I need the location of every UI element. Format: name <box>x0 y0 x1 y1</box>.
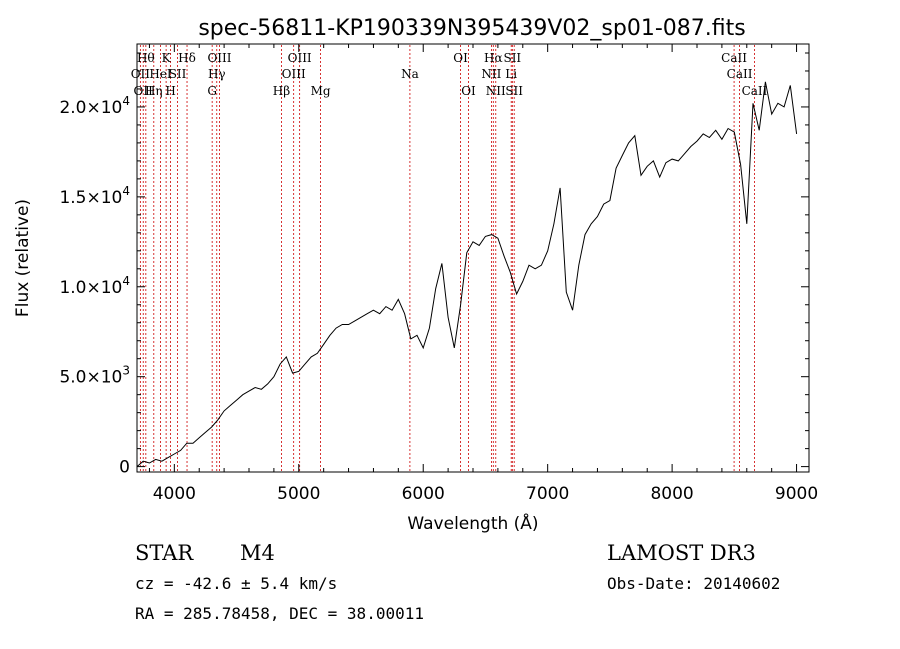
spectral-line-label: OI <box>461 84 476 98</box>
y-axis-ticks: 0 5.0×103 1.0×104 1.5×104 2.0×104 <box>59 52 809 478</box>
spectral-line-label: K <box>162 51 172 65</box>
spectral-line-label: NII <box>486 84 506 98</box>
spectral-line-label: Hη <box>145 84 163 98</box>
survey-name: LAMOST DR3 <box>607 541 756 565</box>
y-tick-label: 1.5×104 <box>59 184 130 208</box>
spectral-line-label: SII <box>505 84 523 98</box>
spectral-line-label: OIII <box>282 67 306 81</box>
x-tick-label: 5000 <box>277 484 320 504</box>
spectral-line-label: Na <box>401 67 419 81</box>
observation-date: Obs-Date: 20140602 <box>607 574 780 593</box>
x-axis-label: Wavelength (Å) <box>407 512 538 534</box>
y-tick-label: 1.0×104 <box>59 274 130 298</box>
chart-title: spec-56811-KP190339N395439V02_sp01-087.f… <box>198 16 745 41</box>
spectral-line-label: OII <box>134 84 154 98</box>
spectral-line-label: G <box>207 84 217 98</box>
object-class: STAR <box>135 541 194 565</box>
coordinates-info: RA = 285.78458, DEC = 38.00011 <box>135 604 424 623</box>
spectral-line-label: OI <box>453 51 468 65</box>
x-tick-label: 9000 <box>775 484 818 504</box>
spectral-line-label: Hθ <box>137 51 155 65</box>
spectral-line-label: SII <box>503 51 521 65</box>
spectral-line-label: Hδ <box>178 51 196 65</box>
spectral-line-label: Li <box>505 67 517 81</box>
x-tick-label: 7000 <box>526 484 569 504</box>
spectral-line-label: NII <box>481 67 501 81</box>
x-tick-label: 4000 <box>153 484 196 504</box>
object-subclass: M4 <box>240 541 275 565</box>
spectral-line-label: OIII <box>288 51 312 65</box>
spectral-line-label: SII <box>169 67 187 81</box>
spectral-line-label: HeI <box>149 67 172 81</box>
y-tick-label: 0 <box>119 458 130 478</box>
spectral-line-label: Hα <box>484 51 503 65</box>
x-axis-ticks: 4000 5000 6000 7000 8000 9000 <box>148 44 818 504</box>
spectral-line-labels: OII OII Hθ Hη HeI K H SII Hδ G Hγ OIII Hβ OIII OIII Mg N… <box>131 51 768 98</box>
spectral-line-label: OIII <box>207 51 231 65</box>
spectral-line-markers <box>139 45 755 472</box>
x-tick-label: 8000 <box>650 484 693 504</box>
spectrum-series-line <box>136 81 798 467</box>
spectral-line-label: CaII <box>727 67 753 81</box>
spectral-line-label: OII <box>131 67 151 81</box>
spectral-line-label: Mg <box>311 84 331 98</box>
spectral-line-label: CaII <box>742 84 768 98</box>
x-tick-label: 6000 <box>402 484 445 504</box>
y-axis-label: Flux (relative) <box>13 199 33 317</box>
spectral-line-label: Hγ <box>208 67 226 81</box>
spectral-line-label: H <box>165 84 175 98</box>
spectral-line-label: Hβ <box>273 84 290 98</box>
y-tick-label: 2.0×104 <box>59 94 130 118</box>
y-tick-label: 5.0×103 <box>59 364 130 388</box>
plot-frame <box>136 43 810 473</box>
spectral-line-label: CaII <box>721 51 747 65</box>
redshift-info: cz = -42.6 ± 5.4 km/s <box>135 574 337 593</box>
